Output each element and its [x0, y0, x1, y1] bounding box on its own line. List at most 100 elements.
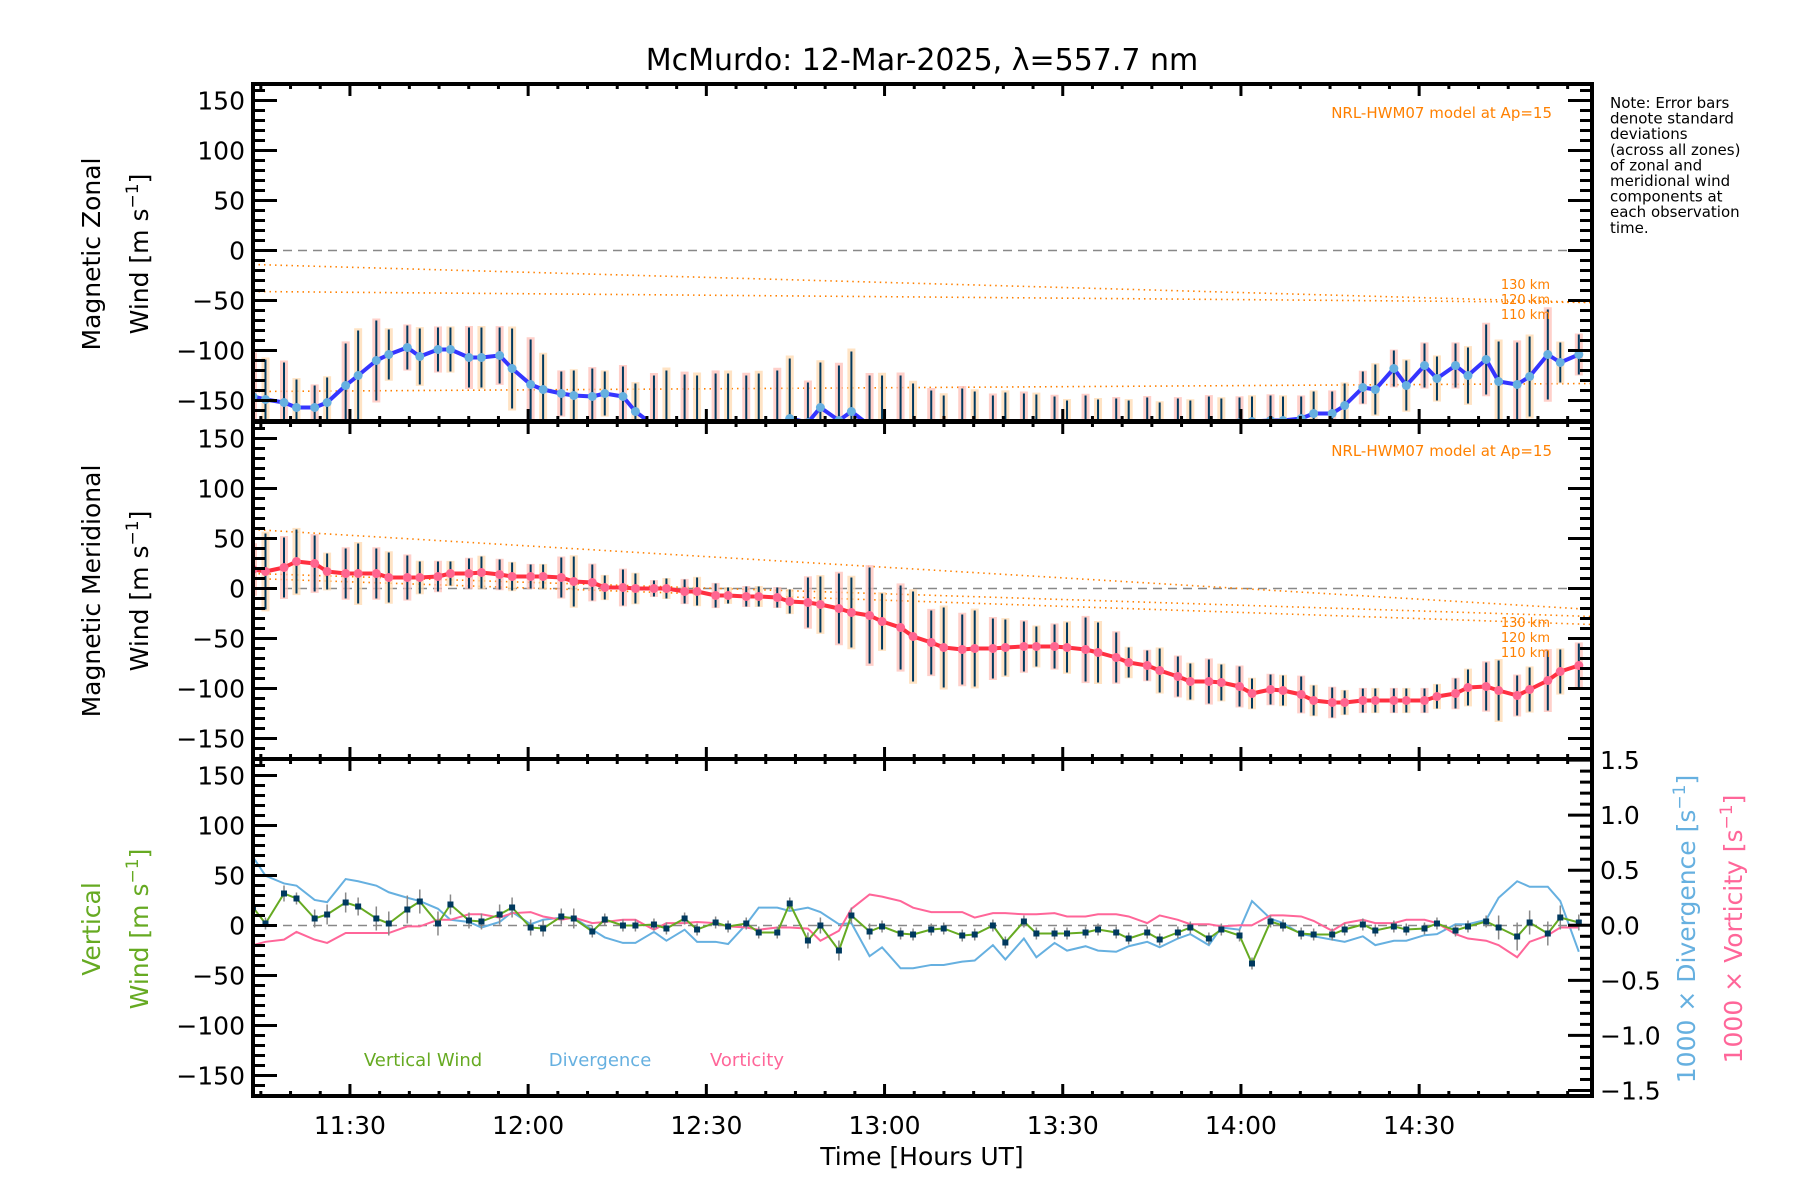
data-point	[464, 569, 474, 578]
data-point	[848, 912, 855, 919]
data-point	[804, 937, 811, 944]
data-point	[785, 597, 795, 606]
data-point	[817, 922, 824, 929]
data-point	[908, 632, 918, 641]
data-point	[478, 918, 485, 925]
data-point	[618, 392, 628, 401]
data-point	[803, 598, 813, 607]
data-point	[1155, 423, 1164, 432]
data-point	[958, 434, 967, 443]
data-point	[404, 906, 411, 913]
data-point	[1278, 686, 1288, 695]
data-point	[570, 915, 577, 922]
y-tick-label: −100	[176, 675, 245, 704]
data-point	[1187, 924, 1194, 931]
vorticity-axis-label: 1000 × Vorticity [s−1]	[1717, 795, 1748, 1064]
data-point	[723, 591, 733, 600]
x-tick-label: 13:00	[849, 1111, 921, 1140]
x-tick-label: 12:00	[492, 1111, 564, 1140]
data-point	[1464, 923, 1471, 930]
data-point	[1111, 653, 1121, 662]
data-point	[939, 643, 949, 652]
data-point	[1019, 642, 1029, 651]
data-point	[1124, 658, 1134, 667]
data-point	[693, 431, 702, 440]
data-point	[1543, 676, 1553, 685]
data-point	[1218, 926, 1225, 933]
data-point	[1095, 926, 1102, 933]
data-point	[846, 407, 856, 416]
data-point	[1514, 933, 1521, 940]
data-point	[1309, 696, 1319, 705]
divergence-axis-label: 1000 × Divergence [s−1]	[1670, 775, 1701, 1083]
data-point	[600, 389, 610, 398]
data-point	[415, 352, 425, 361]
data-point	[1481, 355, 1491, 364]
note-line: (across all zones)	[1610, 141, 1740, 159]
data-point	[1483, 918, 1490, 925]
y-tick-label: 50	[213, 187, 245, 216]
data-point	[601, 916, 608, 923]
data-point	[1082, 929, 1089, 936]
data-point	[694, 926, 701, 933]
data-point	[311, 915, 318, 922]
data-point	[556, 389, 566, 398]
data-point	[353, 569, 363, 578]
data-point	[1389, 696, 1399, 705]
note-line: of zonal and	[1610, 156, 1702, 174]
y-tick-label: −100	[176, 1012, 245, 1041]
data-point	[1062, 643, 1072, 652]
meridional-ylabel-line1: Magnetic Meridional	[77, 465, 106, 718]
y-tick-label: −150	[176, 1062, 245, 1091]
data-point	[754, 424, 763, 433]
data-point	[680, 587, 690, 596]
note-line: denote standard	[1610, 110, 1734, 128]
model-altitude-label: 110 km	[1501, 308, 1550, 323]
data-point	[373, 915, 380, 922]
data-point	[1557, 914, 1564, 921]
data-point	[476, 353, 486, 362]
data-point	[1495, 924, 1502, 931]
data-point	[353, 371, 363, 380]
data-point	[970, 432, 979, 441]
data-point	[1452, 927, 1459, 934]
y-tick-label: 0	[229, 237, 245, 266]
panel-vertical-ylabel: Vertical Wind [m s−1]	[77, 849, 154, 1010]
data-point	[1204, 677, 1214, 686]
data-point	[538, 572, 548, 581]
data-point	[433, 572, 443, 581]
data-point	[1174, 929, 1181, 936]
data-point	[371, 569, 381, 578]
data-point	[1372, 927, 1379, 934]
data-point	[1185, 677, 1195, 686]
data-point	[712, 919, 719, 926]
data-point	[772, 593, 782, 602]
model-altitude-label: 130 km	[1501, 278, 1550, 293]
y-tick-label: −50	[192, 962, 245, 991]
model-altitude-label: 110 km	[1501, 646, 1550, 661]
data-point	[650, 921, 657, 928]
data-point	[1205, 935, 1212, 942]
data-point	[558, 913, 565, 920]
data-point	[1419, 696, 1429, 705]
x-tick-label: 11:30	[314, 1111, 386, 1140]
data-point	[1358, 696, 1368, 705]
data-point	[1555, 358, 1565, 367]
data-point	[310, 403, 320, 412]
meridional-ylabel-line2: Wind [m s−1]	[123, 511, 154, 672]
data-point	[1124, 424, 1133, 433]
data-point	[1419, 361, 1429, 370]
note-line: time.	[1610, 219, 1649, 237]
data-point	[1450, 361, 1460, 370]
data-point	[1050, 642, 1060, 651]
data-point	[1081, 426, 1090, 435]
data-point	[1525, 685, 1535, 694]
data-point	[1403, 926, 1410, 933]
right-tick-label: 0.5	[1600, 856, 1640, 885]
y-tick-label: −50	[192, 287, 245, 316]
data-point	[896, 431, 905, 440]
vorticity-line	[253, 893, 1579, 959]
data-point	[1235, 682, 1245, 691]
data-point	[416, 898, 423, 905]
